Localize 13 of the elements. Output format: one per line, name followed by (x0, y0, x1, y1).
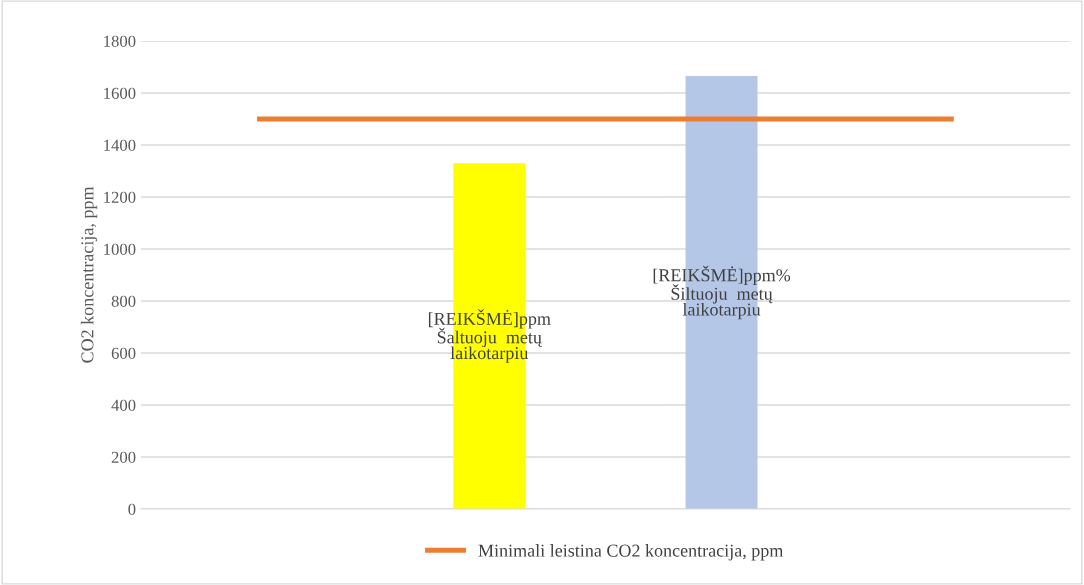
y-tick-label: 0 (128, 503, 136, 515)
y-tick-label: 1200 (104, 191, 136, 203)
y-tick-label: 600 (111, 347, 136, 359)
y-tick-label: 400 (111, 399, 136, 411)
y-axis-title: CO2 koncentracija, ppm (80, 186, 98, 363)
y-tick-label: 800 (111, 295, 136, 307)
y-tick-label: 1400 (104, 139, 136, 151)
y-tick-label: 1000 (104, 243, 136, 255)
data-label: [REIKŠMĖ]ppm% Šiltuoju metų laikotarpiu (653, 265, 791, 320)
y-tick-label: 1800 (104, 35, 136, 47)
y-tick-label: 1600 (104, 87, 136, 99)
y-tick-label: 200 (111, 451, 136, 463)
legend-label: Minimali leistina CO2 koncentracija, ppm (478, 544, 784, 561)
